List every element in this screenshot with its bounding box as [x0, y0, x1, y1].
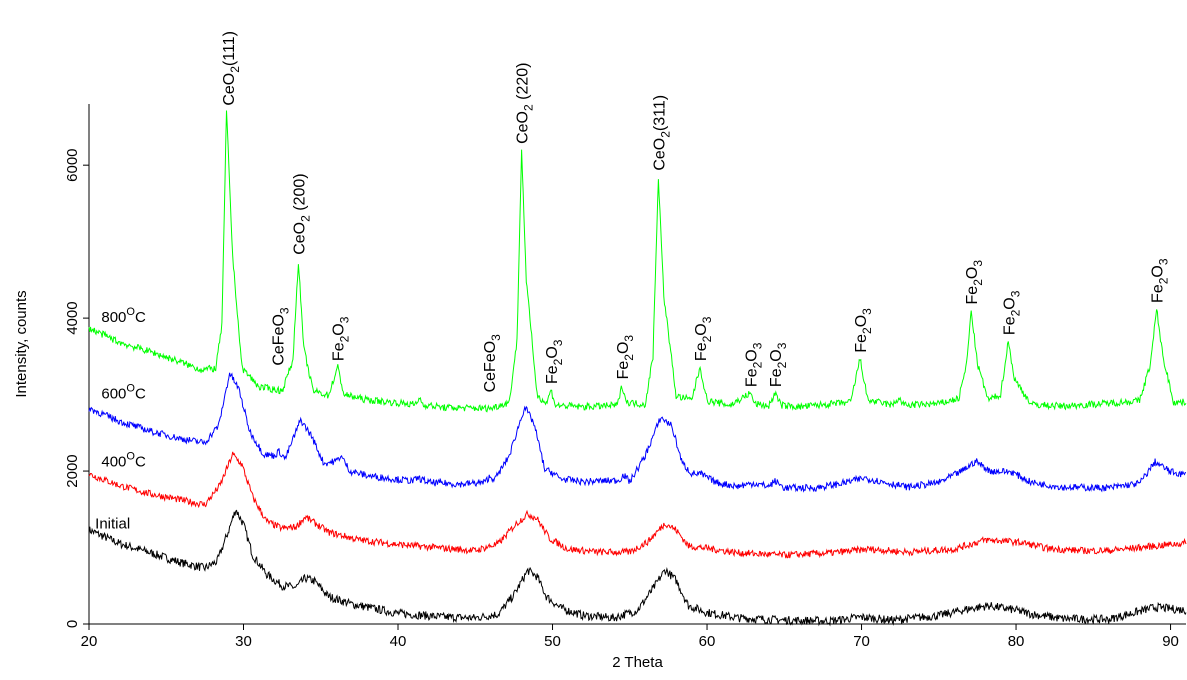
- peak-label: Fe2O3: [964, 260, 985, 305]
- x-axis: 20 30 40 50 60 70 80 90: [81, 623, 1186, 650]
- peak-label: CeO2(111): [221, 31, 242, 106]
- x-tick-label: 30: [235, 633, 252, 650]
- peak-label: Fe2O3: [1001, 290, 1022, 335]
- peak-label: CeO2 (220): [515, 62, 536, 143]
- peak-label: Fe2O3: [743, 342, 764, 387]
- peak-label: Fe2O3: [693, 316, 714, 361]
- y-tick-label: 4000: [64, 301, 81, 334]
- series-line: [88, 110, 1187, 413]
- series-lines: [88, 110, 1187, 627]
- y-tick-label: 6000: [64, 148, 81, 181]
- x-tick-label: 80: [1008, 633, 1025, 650]
- peak-label: CeFeO3: [270, 307, 291, 366]
- y-tick-label: 0: [64, 620, 81, 628]
- y-axis-title: Intensity, counts: [13, 290, 30, 397]
- series-labels: 800OC 600OC 400OC Initial: [95, 306, 146, 532]
- series-line: [88, 372, 1186, 493]
- peak-label: Fe2O3: [1150, 258, 1171, 303]
- peak-label: CeO2(311): [651, 95, 672, 171]
- x-tick-label: 60: [699, 633, 716, 650]
- series-line: [88, 509, 1187, 627]
- x-tick-label: 20: [81, 633, 98, 650]
- series-label: 600OC: [101, 382, 146, 402]
- x-tick-label: 90: [1162, 633, 1179, 650]
- series-label: 400OC: [101, 450, 146, 470]
- peak-label: CeFeO3: [482, 334, 503, 393]
- y-tick-label: 2000: [64, 454, 81, 487]
- y-axis: 0 2000 4000 6000: [64, 104, 90, 628]
- peak-label: Fe2O3: [615, 335, 636, 380]
- series-label: 800OC: [101, 306, 146, 326]
- x-tick-label: 50: [544, 633, 561, 650]
- x-tick-label: 40: [390, 633, 407, 650]
- peak-labels: CeO2(111) CeFeO3 CeO2 (200) Fe2O3 CeFeO3 CeO2…: [221, 31, 1171, 392]
- x-tick-label: 70: [853, 633, 870, 650]
- peak-label: Fe2O3: [768, 342, 789, 387]
- x-axis-title: 2 Theta: [612, 654, 663, 671]
- series-line: [88, 451, 1187, 559]
- peak-label: Fe2O3: [544, 339, 565, 384]
- peak-label: CeO2 (200): [291, 173, 312, 254]
- series-label: Initial: [95, 515, 130, 532]
- peak-label: Fe2O3: [331, 316, 352, 361]
- peak-label: Fe2O3: [853, 308, 874, 353]
